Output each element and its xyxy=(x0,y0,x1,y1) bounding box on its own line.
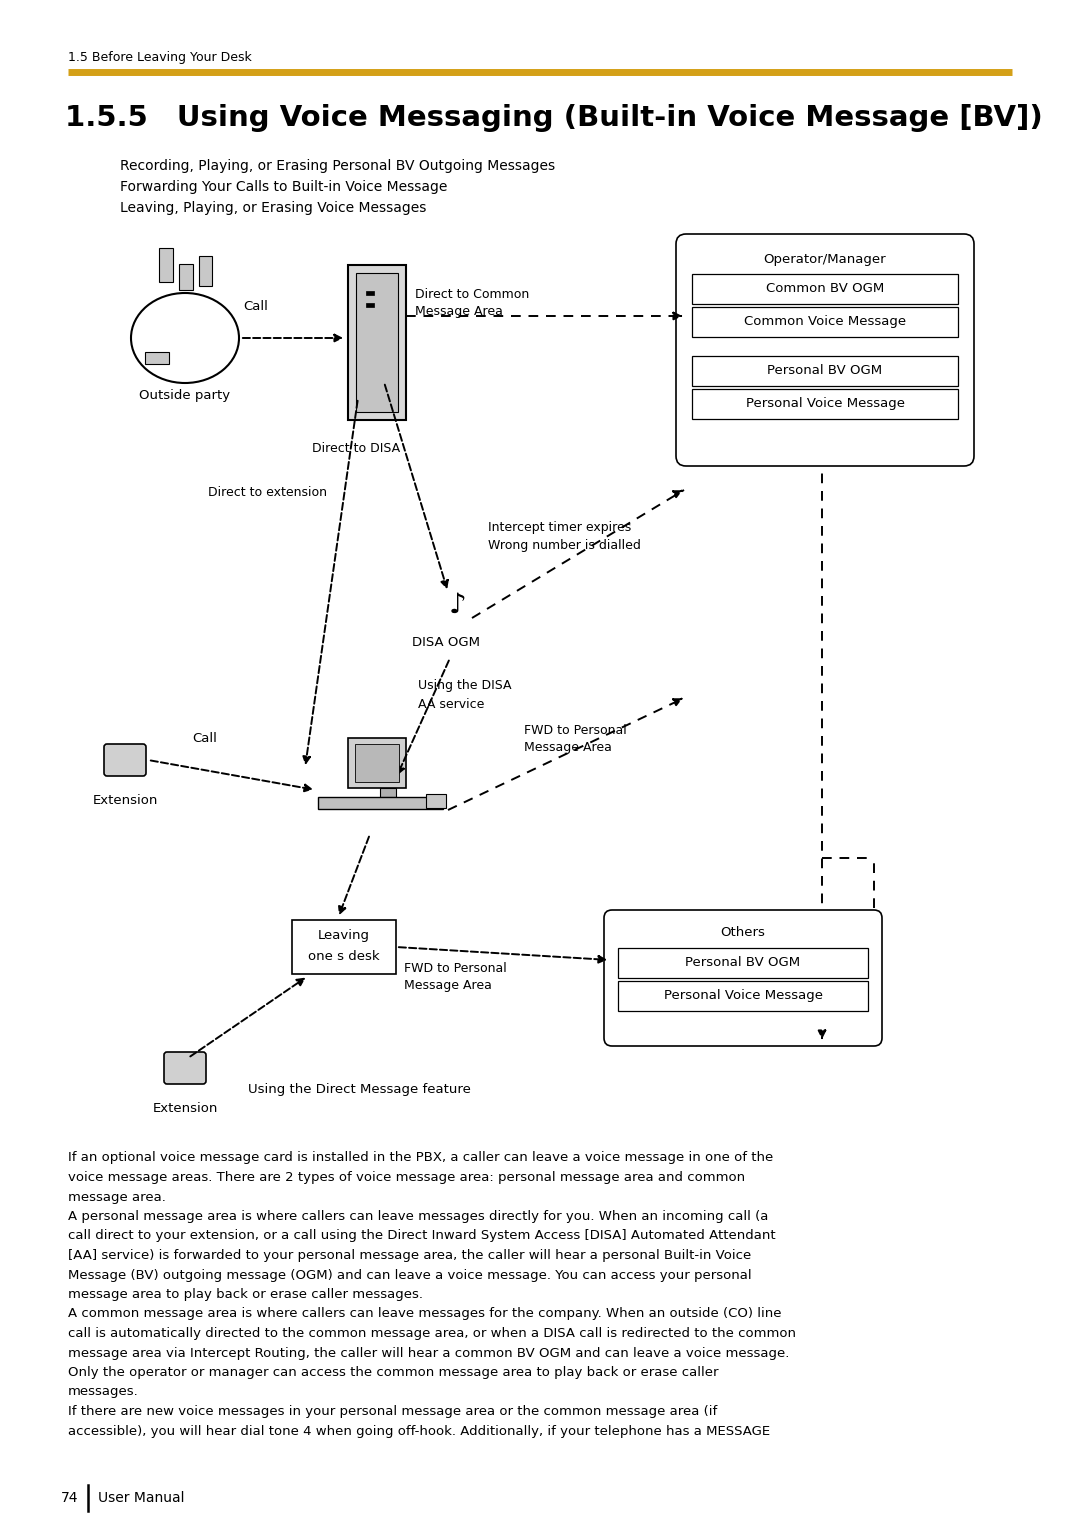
Text: Intercept timer expires: Intercept timer expires xyxy=(488,521,631,535)
Text: [AA] service) is forwarded to your personal message area, the caller will hear a: [AA] service) is forwarded to your perso… xyxy=(68,1248,752,1262)
Text: FWD to Personal: FWD to Personal xyxy=(524,723,626,736)
Text: A common message area is where callers can leave messages for the company. When : A common message area is where callers c… xyxy=(68,1308,782,1320)
Text: call is automatically directed to the common message area, or when a DISA call i: call is automatically directed to the co… xyxy=(68,1326,796,1340)
Text: call direct to your extension, or a call using the Direct Inward System Access [: call direct to your extension, or a call… xyxy=(68,1230,775,1242)
Bar xyxy=(145,351,168,364)
Bar xyxy=(692,307,958,338)
Bar xyxy=(159,248,173,283)
Bar xyxy=(356,274,399,413)
Bar xyxy=(348,264,406,420)
Text: ♪: ♪ xyxy=(449,591,467,619)
Text: Forwarding Your Calls to Built-in Voice Message: Forwarding Your Calls to Built-in Voice … xyxy=(120,180,447,194)
Text: accessible), you will hear dial tone 4 when going off-hook. Additionally, if you: accessible), you will hear dial tone 4 w… xyxy=(68,1424,770,1438)
Text: Personal BV OGM: Personal BV OGM xyxy=(768,365,882,377)
Text: Direct to extension: Direct to extension xyxy=(208,486,327,498)
Text: Message Area: Message Area xyxy=(404,979,491,993)
Text: FWD to Personal: FWD to Personal xyxy=(404,961,507,975)
Bar xyxy=(179,264,193,290)
Text: Personal Voice Message: Personal Voice Message xyxy=(663,990,823,1002)
Bar xyxy=(692,390,958,419)
Text: Message Area: Message Area xyxy=(524,741,612,755)
Text: Using the Direct Message feature: Using the Direct Message feature xyxy=(248,1083,471,1097)
Text: User Manual: User Manual xyxy=(98,1491,185,1505)
Bar xyxy=(692,356,958,387)
Text: Wrong number is dialled: Wrong number is dialled xyxy=(488,539,640,553)
Text: messages.: messages. xyxy=(68,1386,138,1398)
Bar xyxy=(618,981,868,1012)
Text: Call: Call xyxy=(192,732,217,744)
Text: 1.5.5 Using Voice Messaging (Built-in Voice Message [BV]): 1.5.5 Using Voice Messaging (Built-in Vo… xyxy=(65,104,1043,131)
Text: Extension: Extension xyxy=(152,1102,218,1114)
Text: message area via Intercept Routing, the caller will hear a common BV OGM and can: message area via Intercept Routing, the … xyxy=(68,1346,789,1360)
Text: voice message areas. There are 2 types of voice message area: personal message a: voice message areas. There are 2 types o… xyxy=(68,1170,745,1184)
Bar xyxy=(366,303,374,307)
Text: Common Voice Message: Common Voice Message xyxy=(744,315,906,329)
Text: Operator/Manager: Operator/Manager xyxy=(764,252,887,266)
Bar xyxy=(348,738,406,788)
Text: 74: 74 xyxy=(62,1491,79,1505)
Text: Personal Voice Message: Personal Voice Message xyxy=(745,397,905,411)
FancyBboxPatch shape xyxy=(604,911,882,1047)
Text: Leaving, Playing, or Erasing Voice Messages: Leaving, Playing, or Erasing Voice Messa… xyxy=(120,202,427,215)
Text: DISA OGM: DISA OGM xyxy=(411,636,480,648)
Text: Others: Others xyxy=(720,926,766,938)
Text: Leaving: Leaving xyxy=(318,929,370,943)
Text: Call: Call xyxy=(243,299,268,313)
Bar xyxy=(618,947,868,978)
Bar xyxy=(318,798,443,808)
Text: A personal message area is where callers can leave messages directly for you. Wh: A personal message area is where callers… xyxy=(68,1210,768,1222)
Text: Message Area: Message Area xyxy=(415,306,503,318)
Text: Direct to Common: Direct to Common xyxy=(415,287,529,301)
Text: Personal BV OGM: Personal BV OGM xyxy=(686,957,800,969)
Bar xyxy=(426,795,446,808)
Bar xyxy=(292,920,396,973)
FancyBboxPatch shape xyxy=(676,234,974,466)
FancyBboxPatch shape xyxy=(104,744,146,776)
Text: Extension: Extension xyxy=(92,793,158,807)
Bar xyxy=(366,290,374,295)
Text: Only the operator or manager can access the common message area to play back or : Only the operator or manager can access … xyxy=(68,1366,718,1378)
Text: message area.: message area. xyxy=(68,1190,166,1204)
Text: AA service: AA service xyxy=(418,697,484,711)
Text: message area to play back or erase caller messages.: message area to play back or erase calle… xyxy=(68,1288,423,1300)
Ellipse shape xyxy=(131,293,239,384)
Text: If there are new voice messages in your personal message area or the common mess: If there are new voice messages in your … xyxy=(68,1406,717,1418)
Text: one s desk: one s desk xyxy=(308,949,380,963)
Text: Recording, Playing, or Erasing Personal BV Outgoing Messages: Recording, Playing, or Erasing Personal … xyxy=(120,159,555,173)
FancyBboxPatch shape xyxy=(164,1051,206,1083)
Bar xyxy=(380,788,396,798)
Bar xyxy=(355,744,399,782)
Text: Direct to DISA: Direct to DISA xyxy=(312,442,400,454)
Text: Using the DISA: Using the DISA xyxy=(418,680,512,692)
Text: 1.5 Before Leaving Your Desk: 1.5 Before Leaving Your Desk xyxy=(68,52,252,64)
Text: If an optional voice message card is installed in the PBX, a caller can leave a : If an optional voice message card is ins… xyxy=(68,1152,773,1164)
Bar xyxy=(199,257,212,286)
Text: Outside party: Outside party xyxy=(139,388,230,402)
Text: Message (BV) outgoing message (OGM) and can leave a voice message. You can acces: Message (BV) outgoing message (OGM) and … xyxy=(68,1268,752,1282)
Bar xyxy=(692,274,958,304)
Text: Common BV OGM: Common BV OGM xyxy=(766,283,885,295)
